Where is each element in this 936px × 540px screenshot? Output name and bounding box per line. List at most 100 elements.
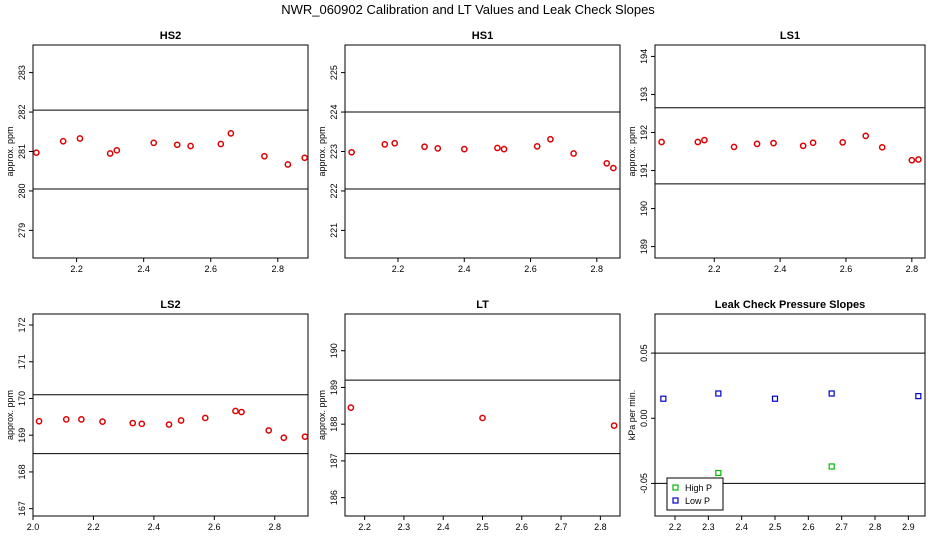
legend-box: [666, 477, 724, 511]
data-point: [421, 143, 428, 151]
panel-2: HS1 2.2 2.4 2.6 2.8 221 222 223 224 225 approx. pp…: [317, 30, 621, 274]
x-tick-label: 2.8: [269, 522, 282, 532]
x-tick-label: 2.4: [774, 264, 787, 274]
data-point: [610, 164, 617, 172]
data-point: [908, 156, 916, 164]
data-point: [701, 136, 708, 144]
y-tick-label: 0.05: [639, 344, 649, 362]
data-point: [99, 418, 106, 425]
y-tick-label: 224: [329, 105, 339, 120]
x-tick-label: 2.2: [358, 522, 371, 532]
data-point: [533, 143, 541, 150]
y-tick-label: 170: [17, 391, 27, 406]
x-tick-label: 2.3: [702, 522, 715, 532]
data-point: [173, 141, 181, 149]
y-axis-label: approx. ppm: [627, 126, 637, 176]
data-point: [828, 463, 835, 470]
panel-title: LS2: [160, 299, 180, 311]
legend-label: High P: [685, 483, 712, 493]
panel-4: LS2 2.0 2.2 2.4 2.6 2.8 167 168 169 170 171 172 appr…: [5, 299, 309, 532]
y-tick-label: 281: [17, 144, 27, 159]
x-tick-label: 2.2: [669, 522, 682, 532]
data-point: [62, 416, 70, 423]
data-point: [280, 434, 288, 442]
data-point: [570, 150, 577, 157]
y-axis-label: approx. ppm: [317, 390, 327, 440]
x-tick-label: 2.8: [869, 522, 882, 532]
data-point: [547, 135, 554, 143]
x-tick-label: 2.2: [87, 522, 100, 532]
data-point: [715, 390, 722, 397]
data-point: [381, 141, 389, 148]
data-point: [138, 420, 146, 428]
legend-marker: [672, 497, 679, 504]
data-point: [603, 159, 611, 167]
y-tick-label: 222: [329, 183, 339, 198]
data-point: [150, 139, 158, 147]
plot-frame: [32, 313, 309, 517]
data-point: [658, 138, 665, 146]
y-tick-label: 191: [639, 163, 649, 178]
x-tick-label: 2.8: [272, 264, 285, 274]
x-tick-label: 2.2: [392, 264, 405, 274]
data-point: [348, 148, 355, 156]
x-tick-label: 2.6: [524, 264, 537, 274]
data-point: [232, 407, 239, 415]
x-tick-label: 2.4: [148, 522, 161, 532]
data-point: [862, 132, 870, 140]
y-tick-label: 223: [329, 144, 339, 159]
data-point: [227, 130, 235, 137]
plot-frame: [654, 313, 926, 517]
data-point: [201, 414, 209, 422]
y-tick-label: 168: [17, 464, 27, 479]
y-tick-label: 190: [639, 201, 649, 216]
x-tick-label: 2.6: [516, 522, 529, 532]
data-point: [878, 143, 886, 151]
x-tick-label: 2.2: [70, 264, 83, 274]
data-point: [301, 433, 309, 441]
x-tick-label: 2.3: [398, 522, 411, 532]
data-point: [76, 135, 84, 142]
plot-frame: [32, 44, 309, 259]
data-point: [915, 156, 922, 163]
y-axis-label: approx. ppm: [5, 390, 15, 440]
plot-frame: [344, 44, 621, 259]
figure-title: NWR_060902 Calibration and LT Values and…: [281, 2, 655, 17]
data-point: [500, 145, 508, 153]
y-tick-label: 167: [17, 501, 27, 516]
y-tick-label: 282: [17, 105, 27, 120]
y-tick-label: 225: [329, 65, 339, 80]
data-point: [434, 144, 442, 152]
y-tick-label: 190: [329, 343, 339, 358]
y-tick-label: 280: [17, 183, 27, 198]
y-axis-label: approx. ppm: [317, 126, 327, 176]
y-tick-label: 169: [17, 428, 27, 443]
panel-title: LS1: [780, 30, 800, 42]
data-point: [809, 139, 817, 147]
x-tick-label: 2.5: [769, 522, 782, 532]
data-point: [839, 139, 847, 146]
data-point: [730, 143, 738, 151]
x-tick-label: 2.4: [137, 264, 150, 274]
data-point: [610, 422, 618, 430]
plot-frame: [654, 44, 926, 259]
data-point: [261, 152, 268, 160]
y-tick-label: 194: [639, 49, 649, 64]
data-point: [391, 139, 399, 147]
data-point: [284, 161, 292, 168]
y-tick-label: 192: [639, 125, 649, 140]
x-tick-label: 2.8: [594, 522, 607, 532]
data-point: [347, 404, 355, 412]
x-tick-label: 2.6: [208, 522, 221, 532]
data-point: [33, 149, 40, 157]
y-tick-label: 279: [17, 223, 27, 238]
panel-title: LT: [476, 299, 489, 311]
x-tick-label: 2.6: [204, 264, 217, 274]
data-point: [177, 417, 185, 424]
y-tick-label: -0.05: [639, 473, 649, 494]
y-tick-label: 171: [17, 354, 27, 369]
y-tick-label: 172: [17, 318, 27, 333]
data-point: [59, 137, 67, 145]
data-point: [35, 417, 43, 425]
